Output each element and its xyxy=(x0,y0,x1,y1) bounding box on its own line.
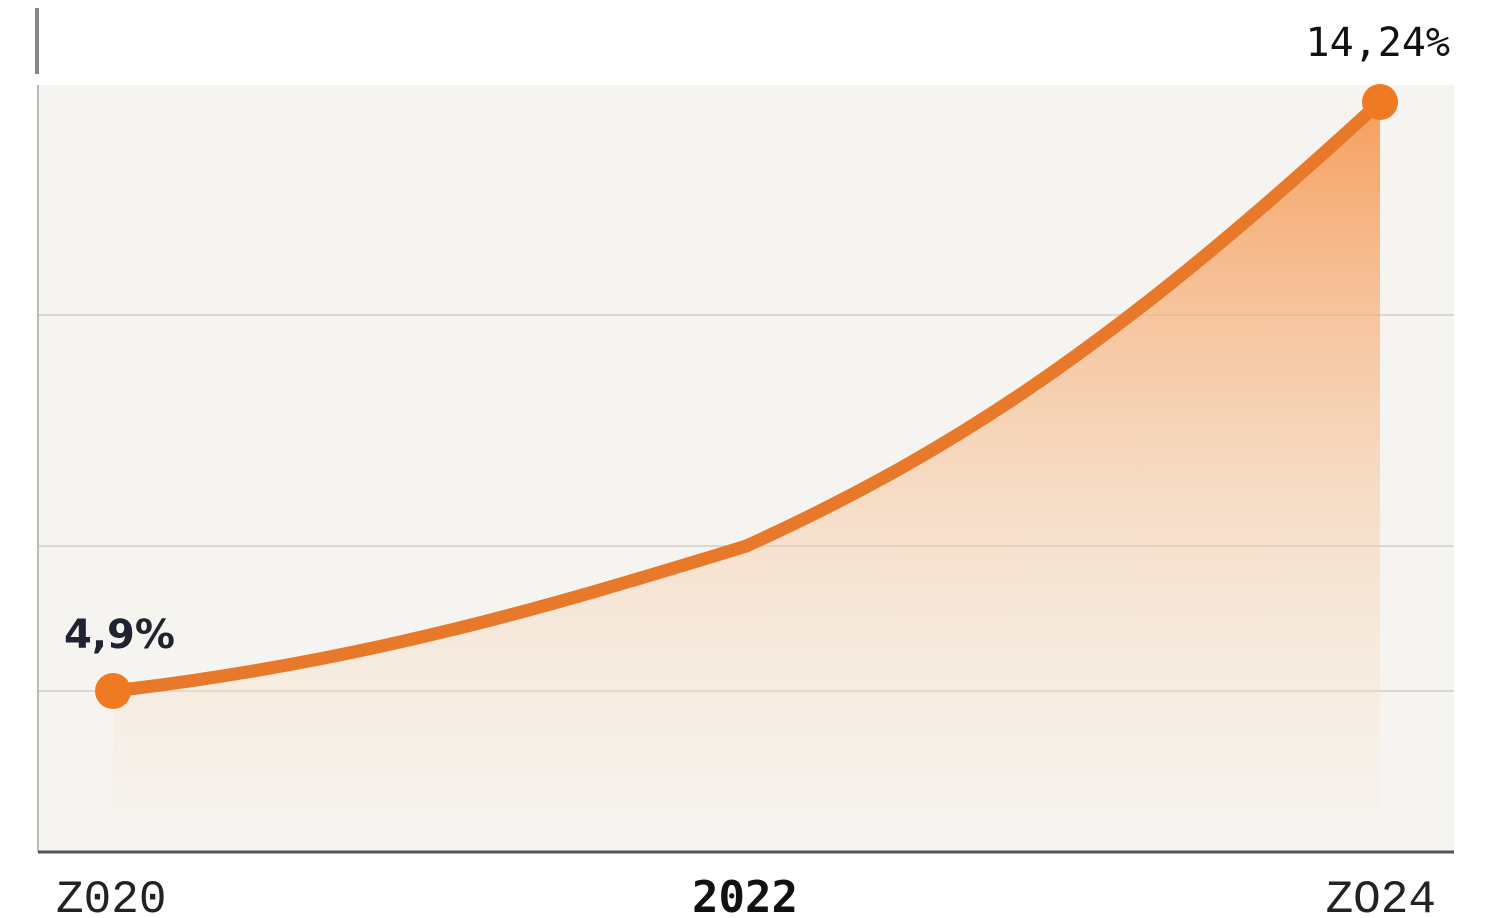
x-tick-label-2024: ZO24 xyxy=(1326,874,1436,918)
data-labels: 4,9% 14,24% xyxy=(64,20,1450,658)
x-tick-label-2022: 2022 xyxy=(692,872,798,918)
data-label-2024: 14,24% xyxy=(1306,20,1451,66)
series-line xyxy=(106,95,1387,698)
x-tick-label-2020: Z020 xyxy=(56,874,166,918)
data-point-2020 xyxy=(95,673,131,709)
series-area xyxy=(113,102,1380,812)
header-strip xyxy=(38,0,1454,85)
series-points xyxy=(95,84,1398,709)
data-label-2020: 4,9% xyxy=(64,612,175,658)
x-tick-labels: Z020 2022 ZO24 xyxy=(56,872,1436,918)
data-point-2024 xyxy=(1362,84,1398,120)
